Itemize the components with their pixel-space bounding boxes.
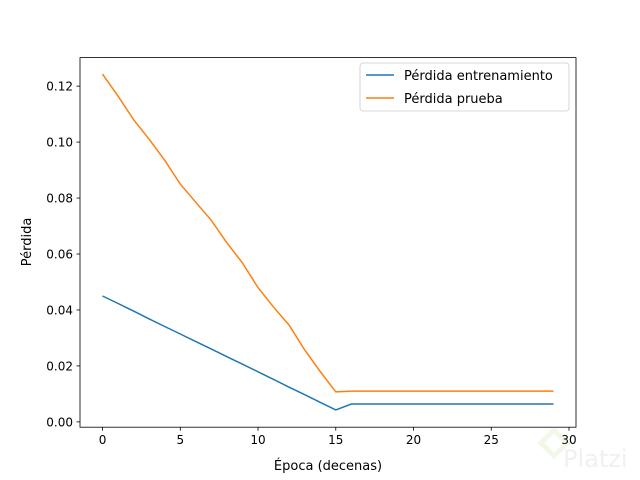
legend: Pérdida entrenamiento Pérdida prueba [359, 62, 570, 112]
x-tick-label: 0 [99, 433, 107, 447]
x-tick-label: 10 [250, 433, 265, 447]
x-tick-label: 15 [328, 433, 343, 447]
x-ticks: 0 5 10 15 20 25 30 [99, 427, 577, 447]
y-tick-label: 0.04 [46, 303, 73, 317]
legend-label-test: Pérdida prueba [404, 92, 503, 107]
y-tick-label: 0.12 [46, 80, 73, 94]
y-tick-label: 0.10 [46, 136, 73, 150]
x-tick-label: 30 [561, 433, 576, 447]
axes-frame [79, 57, 577, 428]
svg-text:Platzi: Platzi [563, 445, 628, 473]
platzi-logo-icon [537, 426, 571, 460]
legend-label-train: Pérdida entrenamiento [404, 69, 553, 84]
y-tick-label: 0.00 [46, 415, 73, 429]
x-axis-label: Época (decenas) [274, 458, 382, 474]
series-lines [101, 73, 554, 411]
y-tick-label: 0.08 [46, 192, 73, 206]
train-loss-line [102, 295, 554, 411]
x-tick-label: 25 [484, 433, 499, 447]
legend-box [359, 62, 570, 112]
y-axis-label: Pérdida [20, 218, 35, 267]
x-tick-label: 20 [406, 433, 421, 447]
y-ticks: 0.00 0.02 0.04 0.06 0.08 0.10 0.12 [46, 80, 80, 429]
y-tick-label: 0.02 [46, 359, 73, 373]
y-tick-label: 0.06 [46, 248, 73, 262]
test-loss-line [101, 73, 554, 393]
x-tick-label: 5 [176, 433, 184, 447]
platzi-watermark: Platzi [537, 426, 628, 473]
